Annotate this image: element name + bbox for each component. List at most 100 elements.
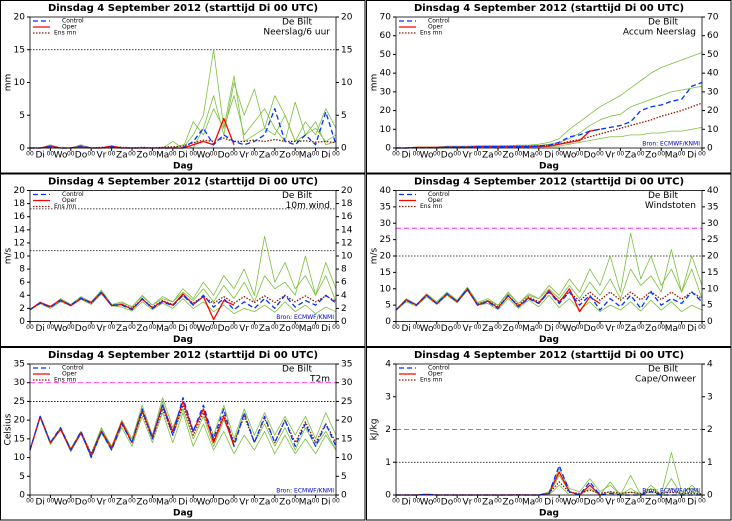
y2-tick-label: 5 <box>341 111 347 121</box>
x-minor-label: 00 <box>230 324 238 331</box>
x-tick-label: Wo <box>196 498 210 508</box>
chart-title: Dinsdag 4 September 2012 (starttijd Di 0… <box>48 3 318 14</box>
y2-tick-label: 18 <box>341 199 353 209</box>
x-tick-label: Za <box>116 151 128 161</box>
x-minor-label: 00 <box>230 498 238 505</box>
member-line <box>29 235 337 311</box>
x-minor-label: 00 <box>87 324 95 331</box>
y-tick-label: 3 <box>385 392 391 402</box>
x-tick-label: Di <box>687 151 696 161</box>
x-tick-label: Za <box>116 498 128 508</box>
x-minor-label: 00 <box>169 151 177 158</box>
y-tick-label: 8 <box>19 265 25 275</box>
panel-frame <box>0 0 366 174</box>
plot-frame <box>29 16 337 149</box>
legend-label: Oper <box>62 371 77 378</box>
y-tick-label: 12 <box>14 238 25 248</box>
panel-frame <box>0 347 366 521</box>
x-tick-label: Di <box>35 498 44 508</box>
x-tick-label: Zo <box>136 498 148 508</box>
y-label: kJ/kg <box>370 419 380 441</box>
x-minor-label: 00 <box>26 151 34 158</box>
x-minor-label: 00 <box>332 324 340 331</box>
x-label: Dag <box>173 335 193 345</box>
y2-tick-label: 10 <box>707 125 719 135</box>
x-minor-label: 00 <box>433 151 441 158</box>
x-minor-label: 00 <box>535 151 543 158</box>
station: De Bilt <box>648 18 679 28</box>
x-tick-label: Ma <box>156 151 169 161</box>
y-tick-label: 2 <box>385 425 391 435</box>
series-line <box>395 288 703 311</box>
y2-tick-label: 5 <box>341 472 347 482</box>
x-tick-label: Wo <box>54 324 68 334</box>
x-tick-label: Di <box>401 324 410 334</box>
y2-tick-label: 2 <box>707 425 713 435</box>
x-minor-label: 00 <box>291 498 299 505</box>
x-tick-label: Do <box>584 498 597 508</box>
x-minor-label: 00 <box>149 151 157 158</box>
x-minor-label: 00 <box>555 498 563 505</box>
variable: Accum Neerslag <box>623 28 696 38</box>
y2-tick-label: 0 <box>341 317 347 327</box>
y2-tick-label: 10 <box>341 453 353 463</box>
x-minor-label: 00 <box>698 498 706 505</box>
member-line <box>396 52 703 149</box>
y-tick-label: 70 <box>380 13 392 23</box>
y2-tick-label: 20 <box>341 416 353 426</box>
legend-label: Ens mn <box>54 203 76 210</box>
x-tick-label: Zo <box>279 498 291 508</box>
y-label: mm <box>4 74 14 92</box>
legend-label: Oper <box>428 197 443 204</box>
x-minor-label: 00 <box>413 151 421 158</box>
x-tick-label: Wo <box>420 324 434 334</box>
y2-tick-label: 40 <box>707 69 719 79</box>
y-tick-label: 0 <box>385 491 391 501</box>
y-tick-label: 10 <box>14 78 26 88</box>
x-tick-label: Wo <box>420 498 434 508</box>
x-minor-label: 00 <box>251 498 259 505</box>
x-tick-label: Do <box>584 324 597 334</box>
x-tick-label: Ma <box>299 324 312 334</box>
member-line <box>29 401 337 455</box>
x-tick-label: Za <box>625 498 637 508</box>
x-tick-label: Di <box>178 324 187 334</box>
y2-tick-label: 1 <box>707 458 713 468</box>
x-minor-label: 00 <box>210 151 218 158</box>
x-minor-label: 00 <box>169 498 177 505</box>
variable: Neerslag/6 uur <box>263 28 330 38</box>
x-minor-label: 00 <box>515 498 523 505</box>
station: De Bilt <box>282 365 313 375</box>
station: De Bilt <box>282 191 313 201</box>
y2-tick-label: 6 <box>341 278 347 288</box>
x-minor-label: 00 <box>678 151 686 158</box>
legend-label: Control <box>62 18 84 25</box>
y-tick-label: 20 <box>14 186 26 196</box>
x-tick-label: Vr <box>462 498 472 508</box>
x-tick-label: Wo <box>562 324 576 334</box>
y2-tick-label: 20 <box>707 252 719 262</box>
x-minor-label: 00 <box>312 498 320 505</box>
x-tick-label: Do <box>584 151 597 161</box>
y-tick-label: 10 <box>380 284 392 294</box>
y-tick-label: 20 <box>14 416 26 426</box>
panel-frame <box>366 173 732 347</box>
series-line <box>29 404 337 455</box>
x-minor-label: 00 <box>474 498 482 505</box>
panel: Dinsdag 4 September 2012 (starttijd Di 0… <box>366 347 732 521</box>
x-tick-label: Vr <box>96 151 106 161</box>
x-tick-label: Ma <box>522 324 535 334</box>
variable: 10m wind <box>286 201 330 211</box>
x-minor-label: 00 <box>332 151 340 158</box>
x-minor-label: 00 <box>535 498 543 505</box>
y-label: m/s <box>370 247 380 264</box>
x-tick-label: Vr <box>239 324 249 334</box>
y-tick-label: 4 <box>19 291 25 301</box>
variable: T2m <box>309 375 330 385</box>
plot-frame <box>395 363 703 496</box>
x-minor-label: 00 <box>26 324 34 331</box>
y2-tick-label: 5 <box>707 301 713 311</box>
x-tick-label: Zo <box>279 324 291 334</box>
y2-tick-label: 0 <box>707 144 713 154</box>
